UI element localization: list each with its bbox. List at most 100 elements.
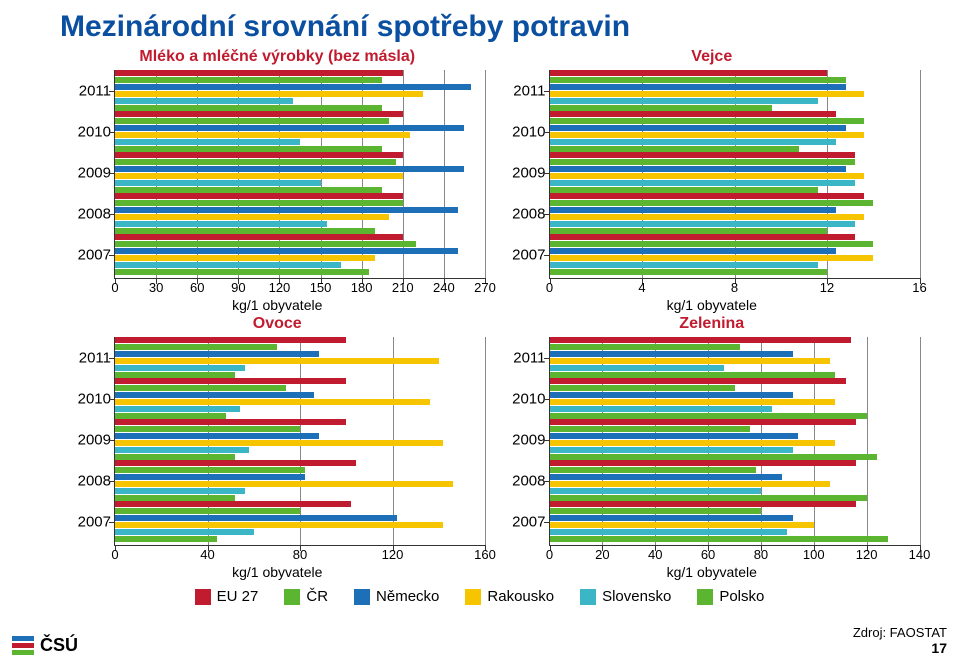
bar (550, 426, 751, 432)
bar (115, 337, 346, 343)
bar (550, 118, 865, 124)
footer: ČSÚ Zdroj: FAOSTAT 17 (12, 625, 947, 656)
legend-item-eu27: EU 27 (195, 588, 259, 605)
x-tick-label: 120 (269, 280, 291, 295)
source-text: Zdroj: FAOSTAT (853, 625, 947, 640)
y-tick-label: 2010 (502, 390, 546, 407)
bar (115, 125, 464, 131)
bar (115, 221, 327, 227)
bar (115, 385, 286, 391)
x-tick-label: 120 (856, 547, 878, 562)
bar (115, 262, 341, 268)
bar (115, 214, 389, 220)
y-tick-label: 2007 (502, 513, 546, 530)
x-tick-label: 60 (701, 547, 715, 562)
x-tick-label: 150 (310, 280, 332, 295)
logo-stripe (12, 643, 34, 648)
y-tick-label: 2010 (67, 123, 111, 140)
bar (550, 447, 793, 453)
y-tick-label: 2011 (67, 349, 111, 366)
bar (115, 269, 369, 275)
logo-stripe (12, 636, 34, 641)
bar (550, 419, 857, 425)
bar (550, 474, 783, 480)
bar (115, 70, 403, 76)
bar (550, 385, 735, 391)
x-tick-label: 100 (803, 547, 825, 562)
legend-label: Rakousko (487, 588, 554, 605)
bar (115, 440, 443, 446)
bar (115, 378, 346, 384)
bar (550, 84, 846, 90)
bar (550, 467, 756, 473)
y-tick-label: 2011 (67, 82, 111, 99)
bar (550, 159, 855, 165)
x-tick-label: 0 (111, 280, 118, 295)
legend-swatch (284, 589, 300, 605)
gridline (920, 70, 921, 278)
logo-text: ČSÚ (40, 635, 78, 656)
plot-area: 0408012016020112010200920082007 (114, 337, 485, 546)
bar (550, 111, 837, 117)
y-tick-label: 2008 (502, 472, 546, 489)
legend-swatch (195, 589, 211, 605)
bar (550, 152, 855, 158)
legend-item-slovensko: Slovensko (580, 588, 671, 605)
chart-title: Vejce (505, 48, 920, 66)
legend-label: Německo (376, 588, 439, 605)
bar (550, 399, 835, 405)
bar (115, 351, 319, 357)
bar (550, 378, 846, 384)
y-tick-label: 2008 (502, 205, 546, 222)
x-tick-label: 40 (648, 547, 662, 562)
bar (550, 392, 793, 398)
bar (115, 118, 389, 124)
x-tick-label: 16 (912, 280, 926, 295)
chart-zelenina: Zelenina02040608010012014020112010200920… (495, 313, 930, 580)
x-tick-label: 140 (909, 547, 931, 562)
y-tick-label: 2011 (502, 349, 546, 366)
chart-title: Mléko a mléčné výrobky (bez másla) (70, 48, 485, 66)
x-axis-label: kg/1 obyvatele (70, 297, 485, 313)
bar (550, 262, 818, 268)
bar (550, 536, 888, 542)
y-tick-label: 2010 (502, 123, 546, 140)
bar (115, 248, 458, 254)
bar (115, 234, 403, 240)
bar (115, 152, 403, 158)
y-tick-label: 2009 (502, 164, 546, 181)
gridline (485, 70, 486, 278)
y-tick-label: 2009 (67, 164, 111, 181)
bar (115, 132, 410, 138)
bar (550, 501, 857, 507)
bar (115, 207, 458, 213)
bar (550, 214, 865, 220)
legend-swatch (580, 589, 596, 605)
bar (550, 200, 874, 206)
plot-area: 048121620112010200920082007 (549, 70, 920, 279)
bar (115, 488, 245, 494)
bar (550, 255, 874, 261)
bar (550, 241, 874, 247)
y-tick-label: 2010 (67, 390, 111, 407)
gridline (867, 337, 868, 545)
y-tick-label: 2011 (502, 82, 546, 99)
y-tick-label: 2007 (67, 246, 111, 263)
bar (550, 522, 814, 528)
bar (550, 166, 846, 172)
y-tick-label: 2008 (67, 205, 111, 222)
x-tick-label: 210 (392, 280, 414, 295)
y-tick-label: 2007 (502, 246, 546, 263)
bar (550, 207, 837, 213)
x-tick-label: 80 (293, 547, 307, 562)
x-tick-label: 20 (595, 547, 609, 562)
bar (550, 365, 724, 371)
bar (115, 358, 439, 364)
bar (550, 248, 837, 254)
bar (550, 193, 865, 199)
y-tick-label: 2008 (67, 472, 111, 489)
x-tick-label: 80 (754, 547, 768, 562)
bar (115, 241, 416, 247)
y-tick-label: 2007 (67, 513, 111, 530)
bar (115, 200, 403, 206)
